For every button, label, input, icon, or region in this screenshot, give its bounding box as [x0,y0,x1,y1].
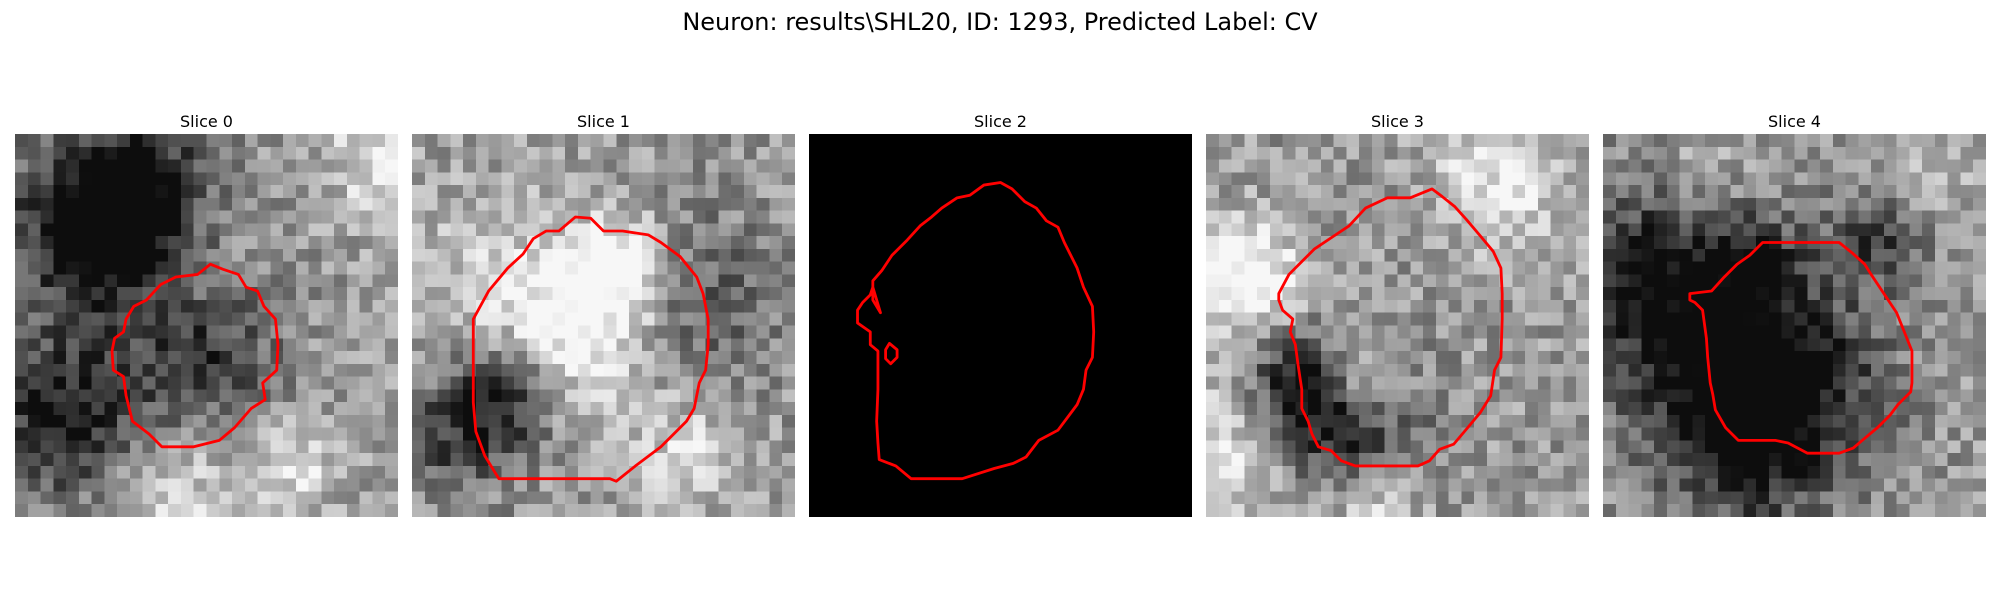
slice-title: Slice 2 [974,112,1027,131]
roi-contour [471,215,710,483]
roi-contour [110,262,280,449]
slice-image [412,134,795,517]
roi-contour [884,341,899,366]
slice-title: Slice 4 [1768,112,1821,131]
slice-panel-0: Slice 0 [15,112,398,517]
slice-image [809,134,1192,517]
slice-image [1603,134,1986,517]
slice-pixels [1603,134,1986,517]
slice-pixels [15,134,398,517]
slice-pixels [412,134,795,517]
slice-title: Slice 3 [1371,112,1424,131]
slice-title: Slice 0 [180,112,233,131]
slice-panel-4: Slice 4 [1603,112,1986,517]
slice-panel-1: Slice 1 [412,112,795,517]
slice-background [809,134,1192,517]
roi-contour [856,181,1096,481]
slice-pixels [1206,134,1589,517]
roi-contour [1277,187,1504,468]
roi-contour [1688,241,1914,455]
figure-title: Neuron: results\SHL20, ID: 1293, Predict… [682,8,1318,36]
slice-image [15,134,398,517]
slice-panel-3: Slice 3 [1206,112,1589,517]
slice-image [1206,134,1589,517]
slice-title: Slice 1 [577,112,630,131]
slice-panel-2: Slice 2 [809,112,1192,517]
